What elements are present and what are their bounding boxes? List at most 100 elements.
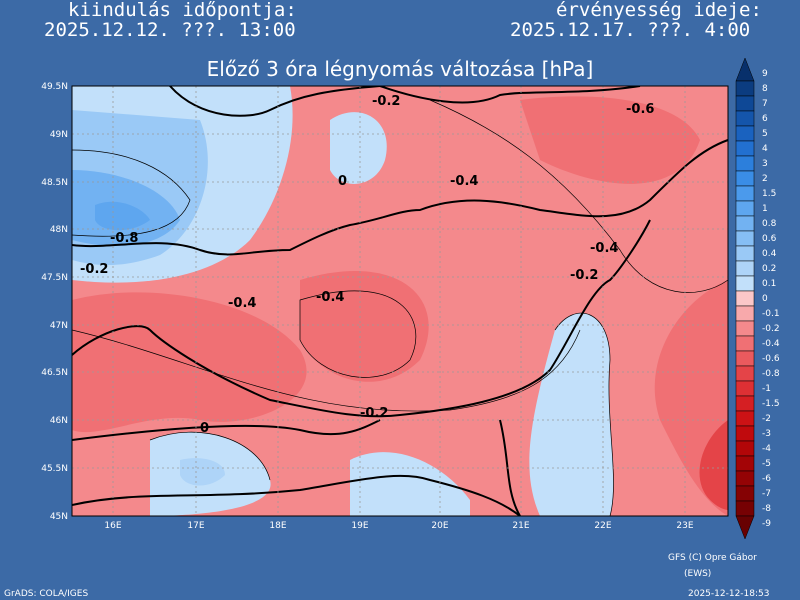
colorbar-swatch xyxy=(735,305,755,322)
map-frame xyxy=(71,85,729,517)
valid-value: 2025.12.17. ???. 4:00 xyxy=(510,19,750,41)
colorbar-swatch xyxy=(735,140,755,157)
colorbar-label: 0.6 xyxy=(762,234,777,244)
colorbar-swatch xyxy=(735,425,755,442)
lat-label: 46.5N xyxy=(41,368,68,378)
colorbar-label: 1 xyxy=(762,204,768,214)
colorbar-label: 7 xyxy=(762,99,768,109)
colorbar-label: 8 xyxy=(762,84,768,94)
init-label: kiindulás időpontja: xyxy=(68,0,297,21)
lon-label: 16E xyxy=(104,521,121,531)
contour-label: -0.8 xyxy=(110,231,138,246)
credits: GFS (C) Opre Gábor xyxy=(668,553,757,563)
colorbar-label: -1 xyxy=(762,384,771,394)
colorbar-label: -0.6 xyxy=(762,354,780,364)
colorbar-label: -5 xyxy=(762,459,771,469)
colorbar-swatch xyxy=(735,320,755,337)
contour-label: 0 xyxy=(200,421,209,436)
lon-label: 17E xyxy=(187,521,204,531)
contour-label: -0.4 xyxy=(228,296,256,311)
contour-label: -0.4 xyxy=(450,174,478,189)
lat-label: 48.5N xyxy=(41,178,68,188)
colorbar-swatch xyxy=(735,260,755,277)
colorbar-label: -0.8 xyxy=(762,369,780,379)
colorbar-label: -3 xyxy=(762,429,771,439)
lat-label: 45N xyxy=(50,512,68,522)
colorbar-label: -1.5 xyxy=(762,399,780,409)
colorbar-swatch xyxy=(735,110,755,127)
colorbar-label: 3 xyxy=(762,159,768,169)
colorbar-swatch xyxy=(735,410,755,427)
contour-label: -0.2 xyxy=(570,268,598,283)
colorbar-label: -0.2 xyxy=(762,324,780,334)
colorbar-swatch xyxy=(735,470,755,487)
valid-label: érvényesség ideje: xyxy=(556,0,762,21)
colorbar-swatch xyxy=(735,170,755,187)
colorbar-label: 1.5 xyxy=(762,189,776,199)
lon-label: 21E xyxy=(512,521,529,531)
colorbar-label: 5 xyxy=(762,129,768,139)
contour-label: -0.2 xyxy=(80,262,108,277)
lon-label: 20E xyxy=(431,521,448,531)
colorbar-swatch xyxy=(735,485,755,502)
colorbar-label: 4 xyxy=(762,144,768,154)
map-title: Előző 3 óra légnyomás változása [hPa] xyxy=(207,57,594,81)
colorbar-label: 0.1 xyxy=(762,279,776,289)
colorbar-swatch xyxy=(735,215,755,232)
contour-label: -0.6 xyxy=(626,102,654,117)
colorbar-swatch xyxy=(735,350,755,367)
footer-right: 2025-12-12-18:53 xyxy=(688,589,770,599)
colorbar-label: 2 xyxy=(762,174,768,184)
lat-label: 49.5N xyxy=(41,82,68,92)
lat-label: 49N xyxy=(50,130,68,140)
colorbar-swatch xyxy=(735,80,755,97)
colorbar-swatch xyxy=(735,395,755,412)
colorbar-label: 6 xyxy=(762,114,768,124)
colorbar-swatch xyxy=(735,245,755,262)
colorbar-label: 0.8 xyxy=(762,219,777,229)
colorbar-swatch xyxy=(735,95,755,112)
colorbar-label: -9 xyxy=(762,519,771,529)
lon-label: 22E xyxy=(594,521,611,531)
colorbar-swatch xyxy=(735,200,755,217)
colorbar-label: 0 xyxy=(762,294,768,304)
colorbar-label: 0.2 xyxy=(762,264,776,274)
lat-label: 46N xyxy=(50,416,68,426)
contour-label: 0 xyxy=(338,174,347,189)
colorbar-swatch xyxy=(735,455,755,472)
lat-label: 47.5N xyxy=(41,273,68,283)
lon-label: 19E xyxy=(351,521,368,531)
colorbar-label: -8 xyxy=(762,504,771,514)
map-field xyxy=(72,86,728,516)
lat-label: 45.5N xyxy=(41,464,68,474)
colorbar-swatch xyxy=(735,125,755,142)
colorbar-swatch xyxy=(735,440,755,457)
colorbar-swatch xyxy=(735,365,755,382)
colorbar-label: -0.4 xyxy=(762,339,780,349)
colorbar-label: -7 xyxy=(762,489,771,499)
contour-label: -0.4 xyxy=(590,241,618,256)
colorbar-swatch xyxy=(735,185,755,202)
contour-label: -0.4 xyxy=(316,290,344,305)
lat-label: 47N xyxy=(50,321,68,331)
footer-left: GrADS: COLA/IGES xyxy=(4,589,88,599)
colorbar-label: -2 xyxy=(762,414,771,424)
contour-label: -0.2 xyxy=(372,94,400,109)
colorbar-label: 0.4 xyxy=(762,249,777,259)
colorbar-label: -4 xyxy=(762,444,771,454)
colorbar-swatch xyxy=(735,380,755,397)
lat-label: 48N xyxy=(50,225,68,235)
lon-label: 18E xyxy=(269,521,286,531)
colorbar-swatch xyxy=(735,335,755,352)
contour-label: -0.2 xyxy=(360,406,388,421)
colorbar-swatch xyxy=(735,290,755,307)
colorbar-swatch xyxy=(735,275,755,292)
lon-label: 23E xyxy=(676,521,693,531)
colorbar: 9 8 7 6 5 4 3 2 1.5 1 0.8 0.6 0.4 0.2 0.1 0 -0.1 -0.2 -0.4… xyxy=(735,57,780,540)
colorbar-swatch xyxy=(735,230,755,247)
colorbar-label: -0.1 xyxy=(762,309,780,319)
colorbar-swatch xyxy=(735,155,755,172)
credits-sub: (EWS) xyxy=(684,569,711,579)
colorbar-label: -6 xyxy=(762,474,771,484)
